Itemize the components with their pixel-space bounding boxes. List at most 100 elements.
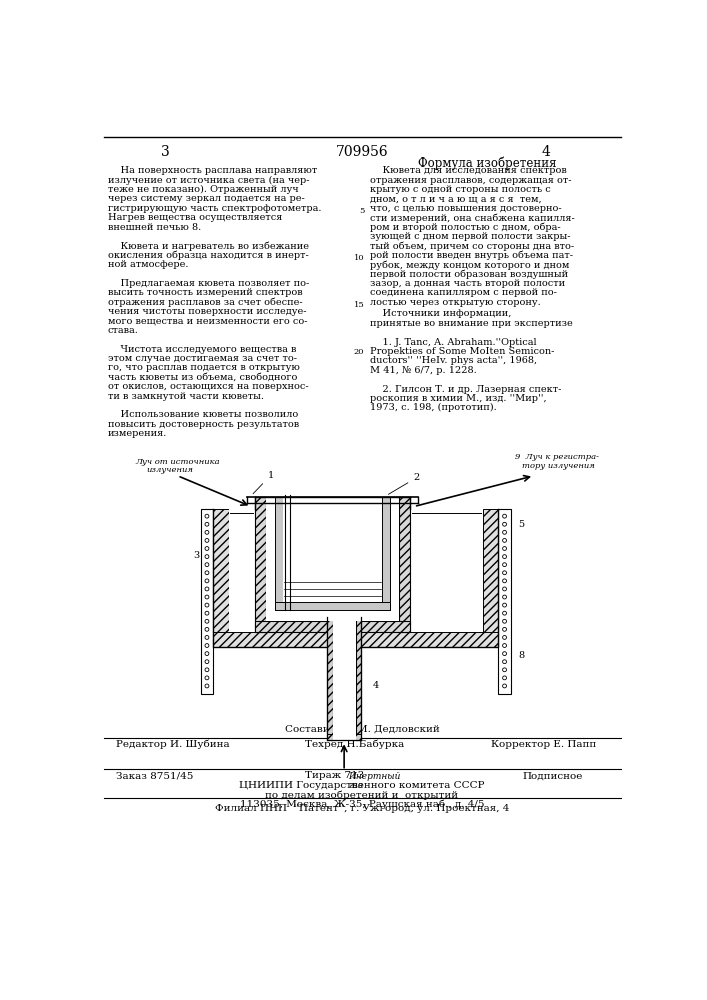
Text: Propekties of Some MoIten Semicon-: Propekties of Some MoIten Semicon- xyxy=(370,347,554,356)
Text: ти в замкнутой части кюветы.: ти в замкнутой части кюветы. xyxy=(107,392,264,401)
Text: этом случае достигаемая за счет то-: этом случае достигаемая за счет то- xyxy=(107,354,297,363)
Text: Использование кюветы позволило: Использование кюветы позволило xyxy=(107,410,298,419)
Text: по делам изобретений и  открытий: по делам изобретений и открытий xyxy=(265,791,459,800)
Text: Техред Н.Бабурка: Техред Н.Бабурка xyxy=(305,740,404,749)
Bar xyxy=(266,497,399,621)
Text: часть кюветы из объема, свободного: часть кюветы из объема, свободного xyxy=(107,373,297,382)
Text: излучения: излучения xyxy=(146,466,194,475)
Bar xyxy=(213,509,228,647)
Text: Филиал ПНП  ''Патент'', г. Ужгород, ул. Проектная, 4: Филиал ПНП ''Патент'', г. Ужгород, ул. П… xyxy=(215,804,509,813)
Text: Луч от источника: Луч от источника xyxy=(135,458,219,466)
Bar xyxy=(483,509,498,647)
Text: 2: 2 xyxy=(388,473,419,494)
Text: 7: 7 xyxy=(240,551,247,560)
Text: мого вещества и неизменности его со-: мого вещества и неизменности его со- xyxy=(107,317,308,326)
Text: отражения расплавов за счет обеспе-: отражения расплавов за счет обеспе- xyxy=(107,298,303,307)
Bar xyxy=(213,632,498,647)
Bar xyxy=(275,497,283,610)
Text: окисления образца находится в инерт-: окисления образца находится в инерт- xyxy=(107,251,308,260)
Bar xyxy=(283,497,382,602)
Text: первой полости образован воздушный: первой полости образован воздушный xyxy=(370,270,568,279)
Text: 9  Луч к регистра-: 9 Луч к регистра- xyxy=(515,453,599,461)
Text: Источники информации,: Источники информации, xyxy=(370,309,511,318)
Text: го, что расплав подается в открытую: го, что расплав подается в открытую xyxy=(107,363,300,372)
Text: повысить достоверность результатов: повысить достоверность результатов xyxy=(107,420,299,429)
Text: принятые во внимание при экспертизе: принятые во внимание при экспертизе xyxy=(370,319,573,328)
Text: тору излучения: тору излучения xyxy=(522,462,595,470)
Text: чения чистоты поверхности исследуе-: чения чистоты поверхности исследуе- xyxy=(107,307,306,316)
Bar xyxy=(201,509,213,694)
Bar xyxy=(498,509,510,694)
Bar xyxy=(255,497,266,632)
Text: Заказ 8751/45: Заказ 8751/45 xyxy=(115,771,193,780)
Text: лостью через открытую сторону.: лостью через открытую сторону. xyxy=(370,298,540,307)
Bar xyxy=(382,497,390,610)
Text: 1: 1 xyxy=(253,471,274,494)
Text: М 41, № 6/7, p. 1228.: М 41, № 6/7, p. 1228. xyxy=(370,366,477,375)
Text: отражения расплавов, содержащая от-: отражения расплавов, содержащая от- xyxy=(370,176,571,185)
Text: 6: 6 xyxy=(255,582,261,591)
Text: рой полости введен внутрь объема пат-: рой полости введен внутрь объема пат- xyxy=(370,251,573,260)
Bar xyxy=(228,509,483,632)
Text: 15: 15 xyxy=(354,301,364,309)
Text: теже не показано). Отраженный луч: теже не показано). Отраженный луч xyxy=(107,185,298,194)
Text: высить точность измерений спектров: высить точность измерений спектров xyxy=(107,288,303,297)
Bar xyxy=(356,614,361,740)
Text: 4: 4 xyxy=(541,145,550,159)
Text: 3: 3 xyxy=(193,551,199,560)
Text: рубок, между концом которого и дном: рубок, между концом которого и дном xyxy=(370,260,569,270)
Text: ЦНИИПИ Государственного комитета СССР: ЦНИИПИ Государственного комитета СССР xyxy=(239,781,485,790)
Text: ной атмосфере.: ной атмосфере. xyxy=(107,260,188,269)
Text: 113035, Москва, Ж-35, Раушская наб., д. 4/5: 113035, Москва, Ж-35, Раушская наб., д. … xyxy=(240,800,484,809)
Text: Кювета и нагреватель во избежание: Кювета и нагреватель во избежание xyxy=(107,241,309,251)
Text: Инертный: Инертный xyxy=(348,772,400,781)
Text: става.: става. xyxy=(107,326,139,335)
Text: 5: 5 xyxy=(359,207,364,215)
Text: 1. J. Tanc, A. Abraham.''Optical: 1. J. Tanc, A. Abraham.''Optical xyxy=(370,338,537,347)
Bar xyxy=(399,497,410,632)
Text: 4: 4 xyxy=(373,681,379,690)
Text: Подписное: Подписное xyxy=(522,771,583,780)
Text: 5: 5 xyxy=(518,520,525,529)
Text: Составитель М. Дедловский: Составитель М. Дедловский xyxy=(285,724,439,733)
Text: Предлагаемая кювета позволяет по-: Предлагаемая кювета позволяет по- xyxy=(107,279,309,288)
Text: 2. Гилсон Т. и др. Лазерная спект-: 2. Гилсон Т. и др. Лазерная спект- xyxy=(370,385,561,394)
Text: соединена капилляром с первой по-: соединена капилляром с первой по- xyxy=(370,288,556,297)
Text: сти измерений, она снабжена капилля-: сти измерений, она снабжена капилля- xyxy=(370,213,575,223)
Bar xyxy=(275,602,390,610)
Text: ром и второй полостью с дном, обра-: ром и второй полостью с дном, обра- xyxy=(370,223,561,232)
Text: 8: 8 xyxy=(518,651,525,660)
Text: газ: газ xyxy=(348,781,363,790)
Text: Редактор И. Шубина: Редактор И. Шубина xyxy=(115,740,229,749)
Text: зазор, а донная часть второй полости: зазор, а донная часть второй полости xyxy=(370,279,565,288)
Text: через систему зеркал подается на ре-: через систему зеркал подается на ре- xyxy=(107,194,305,203)
Text: от окислов, остающихся на поверхнос-: от окислов, остающихся на поверхнос- xyxy=(107,382,308,391)
Text: Формула изобретения: Формула изобретения xyxy=(419,157,556,170)
Text: 3: 3 xyxy=(161,145,170,159)
Text: роскопия в химии М., изд. ''Мир'',: роскопия в химии М., изд. ''Мир'', xyxy=(370,394,547,403)
Text: Нагрев вещества осуществляется: Нагрев вещества осуществляется xyxy=(107,213,282,222)
Text: зующей с дном первой полости закры-: зующей с дном первой полости закры- xyxy=(370,232,571,241)
Text: излучение от источника света (на чер-: излучение от источника света (на чер- xyxy=(107,176,309,185)
Text: 1973, с. 198, (прототип).: 1973, с. 198, (прототип). xyxy=(370,403,496,412)
Text: 20: 20 xyxy=(354,348,364,356)
Text: 10: 10 xyxy=(354,254,364,262)
Bar xyxy=(332,614,356,740)
Text: крытую с одной стороны полость с: крытую с одной стороны полость с xyxy=(370,185,551,194)
Text: дном, о т л и ч а ю щ а я с я  тем,: дном, о т л и ч а ю щ а я с я тем, xyxy=(370,194,542,203)
Text: что, с целью повышения достоверно-: что, с целью повышения достоверно- xyxy=(370,204,561,213)
Text: 709956: 709956 xyxy=(336,145,388,159)
Bar xyxy=(255,621,410,632)
Text: измерения.: измерения. xyxy=(107,429,167,438)
Text: Чистота исследуемого вещества в: Чистота исследуемого вещества в xyxy=(107,345,296,354)
Text: Кювета для исследования спектров: Кювета для исследования спектров xyxy=(370,166,566,175)
Text: Тираж 713: Тираж 713 xyxy=(305,771,365,780)
Text: 10: 10 xyxy=(305,636,317,645)
Bar xyxy=(327,734,361,740)
Text: внешней печью 8.: внешней печью 8. xyxy=(107,223,201,232)
Text: Корректор Е. Папп: Корректор Е. Папп xyxy=(491,740,597,749)
Text: гистрирующую часть спектрофотометра.: гистрирующую часть спектрофотометра. xyxy=(107,204,321,213)
Text: тый объем, причем со стороны дна вто-: тый объем, причем со стороны дна вто- xyxy=(370,241,574,251)
Text: ductors'' ''HeIv. phys acta'', 1968,: ductors'' ''HeIv. phys acta'', 1968, xyxy=(370,356,537,365)
Text: На поверхность расплава направляют: На поверхность расплава направляют xyxy=(107,166,317,175)
